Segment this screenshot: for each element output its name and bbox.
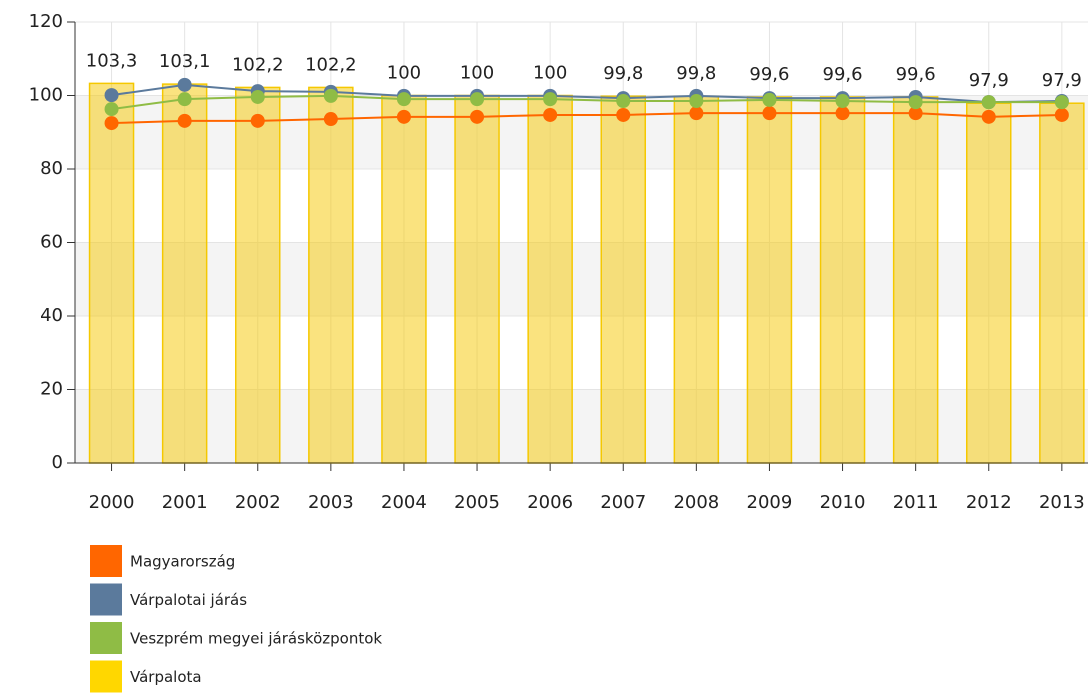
legend-swatch xyxy=(90,545,122,577)
y-tick-label: 120 xyxy=(29,11,63,32)
legend-label: Magyarország xyxy=(130,553,235,571)
point xyxy=(616,107,631,122)
point xyxy=(104,102,119,117)
point xyxy=(177,77,192,92)
point xyxy=(470,92,485,107)
point xyxy=(396,92,411,107)
y-tick-label: 20 xyxy=(40,379,63,400)
x-tick-label: 2010 xyxy=(820,492,866,513)
x-tick-label: 2012 xyxy=(966,492,1012,513)
line xyxy=(111,94,1062,111)
x-tick-label: 2009 xyxy=(747,492,793,513)
legend-swatch xyxy=(90,583,122,616)
legend: Magyarország Várpalotai járás Veszprém meg… xyxy=(90,545,382,693)
data-label: 103,3 xyxy=(86,50,138,71)
x-tick-label: 2002 xyxy=(235,492,281,513)
y-tick-label: 100 xyxy=(29,85,63,106)
bar xyxy=(454,94,500,464)
data-label: 103,1 xyxy=(159,51,211,72)
legend-swatch xyxy=(90,622,122,654)
point xyxy=(689,106,704,121)
bar xyxy=(746,96,793,464)
data-label: 99,8 xyxy=(603,63,643,84)
point xyxy=(104,88,119,103)
point xyxy=(835,106,850,121)
x-tick-label: 2013 xyxy=(1039,492,1085,513)
bar xyxy=(673,95,720,464)
bar xyxy=(892,96,939,464)
point xyxy=(250,89,265,104)
data-label: 100 xyxy=(460,63,494,84)
point xyxy=(177,92,192,107)
point xyxy=(908,106,923,121)
point xyxy=(689,94,704,109)
point xyxy=(762,92,777,107)
bar xyxy=(381,94,427,464)
bar xyxy=(600,95,646,464)
bar xyxy=(308,86,354,464)
legend-swatch xyxy=(90,660,122,693)
point xyxy=(762,106,777,121)
y-tick-label: 0 xyxy=(52,452,63,473)
point xyxy=(981,95,996,110)
data-label: 102,2 xyxy=(232,54,284,75)
plot-area: 0 20 40 60 80 100 120 2000 2001 2002 2003 2004 2005 2… xyxy=(29,11,1088,513)
point xyxy=(470,109,485,124)
bar xyxy=(966,102,1012,464)
legend-label: Várpalotai járás xyxy=(130,591,247,609)
point xyxy=(177,113,192,128)
line xyxy=(111,83,1062,104)
point xyxy=(104,116,119,131)
x-tick-label: 2007 xyxy=(600,492,646,513)
y-tick-label: 60 xyxy=(40,232,63,253)
data-label: 102,2 xyxy=(305,54,357,75)
point xyxy=(543,92,558,107)
point xyxy=(250,113,265,128)
x-tick-label: 2011 xyxy=(893,492,939,513)
x-tick-label: 2004 xyxy=(381,492,427,513)
bar xyxy=(819,96,866,464)
legend-label: Veszprém megyei járásközpontok xyxy=(130,630,382,648)
data-label: 99,6 xyxy=(749,64,789,85)
x-tick-label: 2000 xyxy=(89,492,135,513)
legend-label: Várpalota xyxy=(130,668,202,686)
data-label: 99,6 xyxy=(896,64,936,85)
point xyxy=(1054,107,1069,122)
point xyxy=(543,107,558,122)
data-label: 99,6 xyxy=(823,64,863,85)
data-label: 100 xyxy=(533,63,567,84)
x-tick-label: 2001 xyxy=(162,492,208,513)
line xyxy=(111,112,1062,125)
bar xyxy=(161,83,208,464)
data-label: 100 xyxy=(387,63,421,84)
data-label: 97,9 xyxy=(1042,70,1082,91)
y-tick-label: 40 xyxy=(40,305,63,326)
bar xyxy=(235,86,281,464)
point xyxy=(1054,95,1069,110)
data-label: 97,9 xyxy=(969,70,1009,91)
point xyxy=(396,109,411,124)
bar xyxy=(88,82,135,464)
x-tick-label: 2008 xyxy=(673,492,719,513)
x-tick-label: 2005 xyxy=(454,492,500,513)
point xyxy=(981,109,996,124)
x-tick-label: 2006 xyxy=(527,492,573,513)
x-tick-label: 2003 xyxy=(308,492,354,513)
bar xyxy=(527,94,573,464)
point xyxy=(323,88,338,103)
point xyxy=(835,94,850,109)
y-tick-label: 80 xyxy=(40,158,63,179)
point xyxy=(323,112,338,127)
bar xyxy=(1039,102,1085,464)
point xyxy=(908,95,923,110)
data-label: 99,8 xyxy=(676,63,716,84)
point xyxy=(616,94,631,109)
